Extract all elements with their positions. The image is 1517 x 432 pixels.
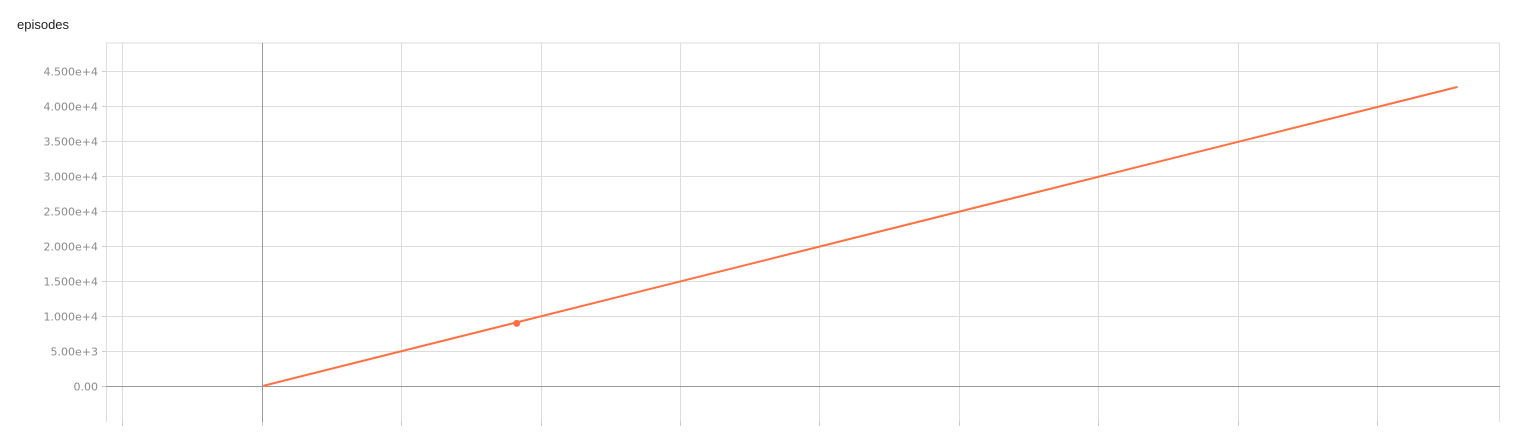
y-tick-label: 4.500e+4 bbox=[44, 66, 98, 79]
y-tick-label: 3.500e+4 bbox=[44, 136, 98, 149]
grid-layer bbox=[102, 42, 1500, 426]
data-point-marker bbox=[513, 319, 521, 327]
y-tick-label: 2.000e+4 bbox=[44, 241, 98, 254]
series-layer bbox=[263, 86, 1458, 387]
y-tick-label: 4.000e+4 bbox=[44, 101, 98, 114]
chart-title: episodes bbox=[17, 17, 70, 32]
axis-layer bbox=[106, 43, 1500, 422]
y-tick-label: 1.500e+4 bbox=[44, 276, 98, 289]
y-tick-labels: 0.00 5.00e+3 1.000e+4 1.500e+4 2.000e+4 2.500… bbox=[44, 66, 98, 394]
y-tick-label: 2.500e+4 bbox=[44, 206, 98, 219]
y-tick-label: 5.00e+3 bbox=[51, 346, 98, 359]
y-tick-label: 3.000e+4 bbox=[44, 171, 98, 184]
y-tick-label: 1.000e+4 bbox=[44, 311, 98, 324]
series-line bbox=[263, 86, 1458, 387]
y-tick-label: 0.00 bbox=[74, 381, 99, 394]
